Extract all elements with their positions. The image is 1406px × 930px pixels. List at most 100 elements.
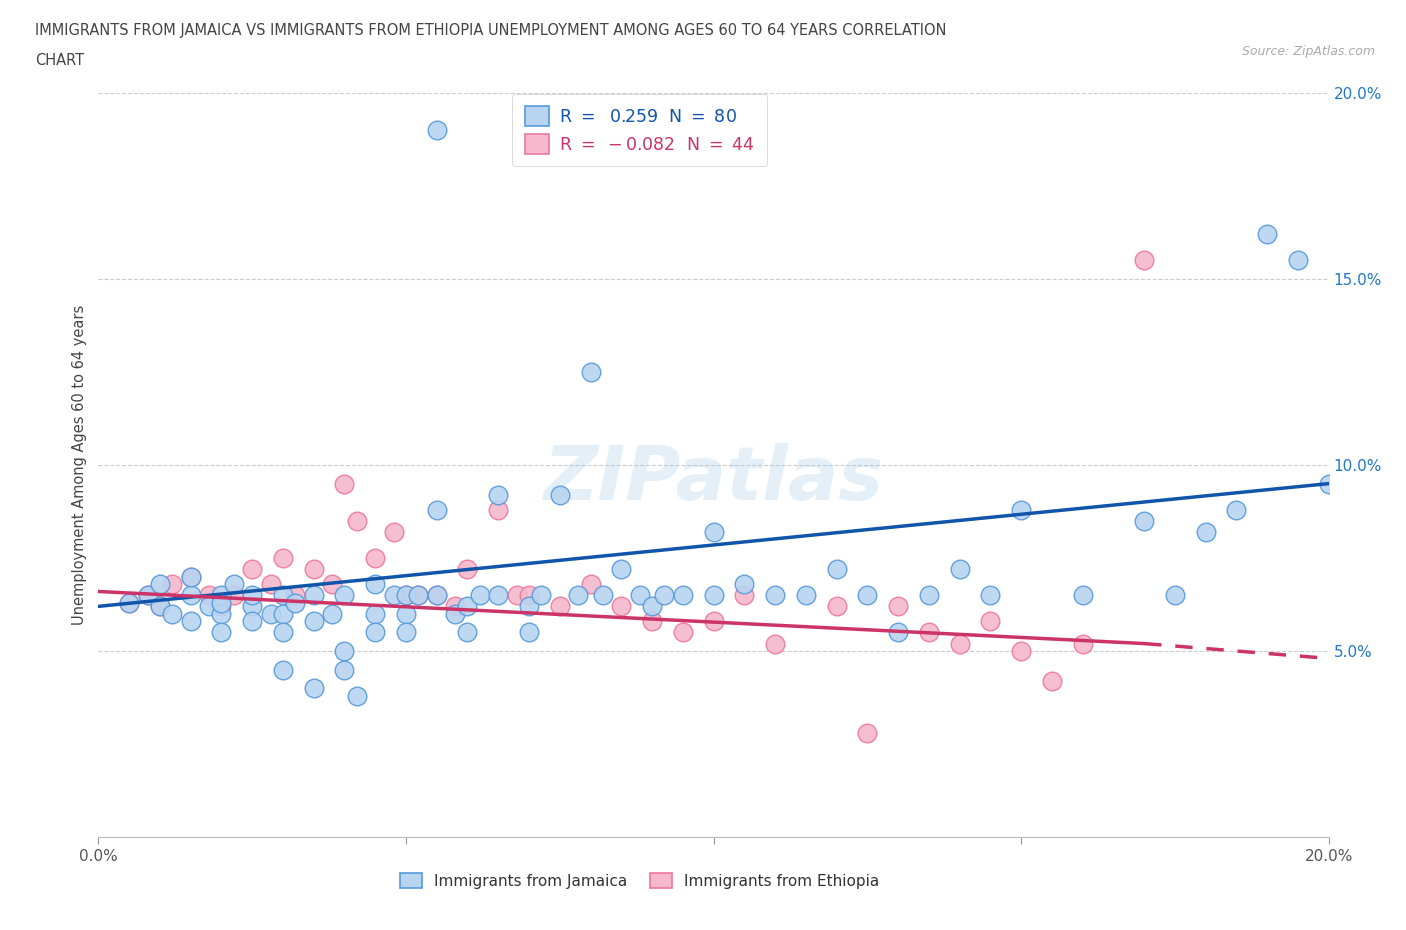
Point	[333, 644, 356, 658]
Point	[733, 588, 755, 603]
Point	[652, 588, 676, 603]
Point	[426, 502, 449, 517]
Point	[1133, 513, 1156, 528]
Point	[118, 595, 141, 610]
Point	[628, 588, 651, 603]
Point	[610, 599, 633, 614]
Point	[162, 606, 183, 621]
Point	[1225, 502, 1247, 517]
Point	[395, 588, 418, 603]
Point	[486, 487, 509, 502]
Point	[333, 662, 356, 677]
Point	[162, 577, 183, 591]
Point	[408, 588, 430, 603]
Text: Source: ZipAtlas.com: Source: ZipAtlas.com	[1241, 45, 1375, 58]
Text: CHART: CHART	[35, 53, 84, 68]
Point	[548, 599, 571, 614]
Point	[222, 588, 245, 603]
Point	[1040, 673, 1063, 688]
Point	[794, 588, 817, 603]
Point	[1071, 636, 1094, 651]
Point	[240, 562, 263, 577]
Point	[825, 562, 848, 577]
Point	[456, 599, 478, 614]
Point	[271, 662, 294, 677]
Point	[302, 614, 325, 629]
Point	[302, 562, 325, 577]
Point	[641, 599, 664, 614]
Point	[382, 588, 405, 603]
Point	[703, 525, 725, 539]
Point	[271, 625, 294, 640]
Legend: Immigrants from Jamaica, Immigrants from Ethiopia: Immigrants from Jamaica, Immigrants from…	[392, 865, 887, 897]
Point	[426, 588, 449, 603]
Point	[949, 636, 972, 651]
Point	[567, 588, 589, 603]
Y-axis label: Unemployment Among Ages 60 to 64 years: Unemployment Among Ages 60 to 64 years	[72, 305, 87, 625]
Point	[284, 595, 307, 610]
Point	[456, 625, 478, 640]
Point	[240, 599, 263, 614]
Point	[672, 588, 695, 603]
Point	[284, 588, 307, 603]
Point	[456, 562, 478, 577]
Point	[763, 588, 786, 603]
Point	[949, 562, 972, 577]
Point	[198, 599, 221, 614]
Point	[1010, 644, 1032, 658]
Point	[1071, 588, 1094, 603]
Text: IMMIGRANTS FROM JAMAICA VS IMMIGRANTS FROM ETHIOPIA UNEMPLOYMENT AMONG AGES 60 T: IMMIGRANTS FROM JAMAICA VS IMMIGRANTS FR…	[35, 23, 946, 38]
Point	[149, 599, 172, 614]
Point	[444, 606, 467, 621]
Point	[136, 588, 159, 603]
Point	[180, 569, 202, 584]
Point	[302, 681, 325, 696]
Point	[364, 577, 387, 591]
Point	[506, 588, 529, 603]
Point	[672, 625, 695, 640]
Point	[579, 365, 602, 379]
Point	[426, 123, 449, 138]
Point	[211, 588, 233, 603]
Point	[887, 599, 910, 614]
Point	[408, 588, 430, 603]
Point	[856, 725, 879, 740]
Point	[918, 625, 941, 640]
Point	[1286, 253, 1309, 268]
Point	[641, 614, 664, 629]
Point	[856, 588, 879, 603]
Point	[211, 595, 233, 610]
Point	[118, 595, 141, 610]
Point	[979, 588, 1001, 603]
Point	[240, 588, 263, 603]
Point	[149, 599, 172, 614]
Point	[918, 588, 941, 603]
Point	[364, 551, 387, 565]
Point	[887, 625, 910, 640]
Point	[1256, 227, 1278, 242]
Point	[346, 688, 368, 703]
Point	[610, 562, 633, 577]
Point	[703, 588, 725, 603]
Point	[1164, 588, 1187, 603]
Point	[149, 577, 172, 591]
Point	[517, 599, 540, 614]
Point	[180, 569, 202, 584]
Point	[825, 599, 848, 614]
Point	[468, 588, 491, 603]
Point	[180, 614, 202, 629]
Point	[382, 525, 405, 539]
Point	[763, 636, 786, 651]
Point	[703, 614, 725, 629]
Point	[395, 625, 418, 640]
Point	[271, 588, 294, 603]
Point	[364, 625, 387, 640]
Point	[548, 487, 571, 502]
Point	[260, 577, 283, 591]
Point	[517, 588, 540, 603]
Point	[979, 614, 1001, 629]
Point	[211, 606, 233, 621]
Point	[426, 588, 449, 603]
Point	[240, 614, 263, 629]
Point	[733, 577, 755, 591]
